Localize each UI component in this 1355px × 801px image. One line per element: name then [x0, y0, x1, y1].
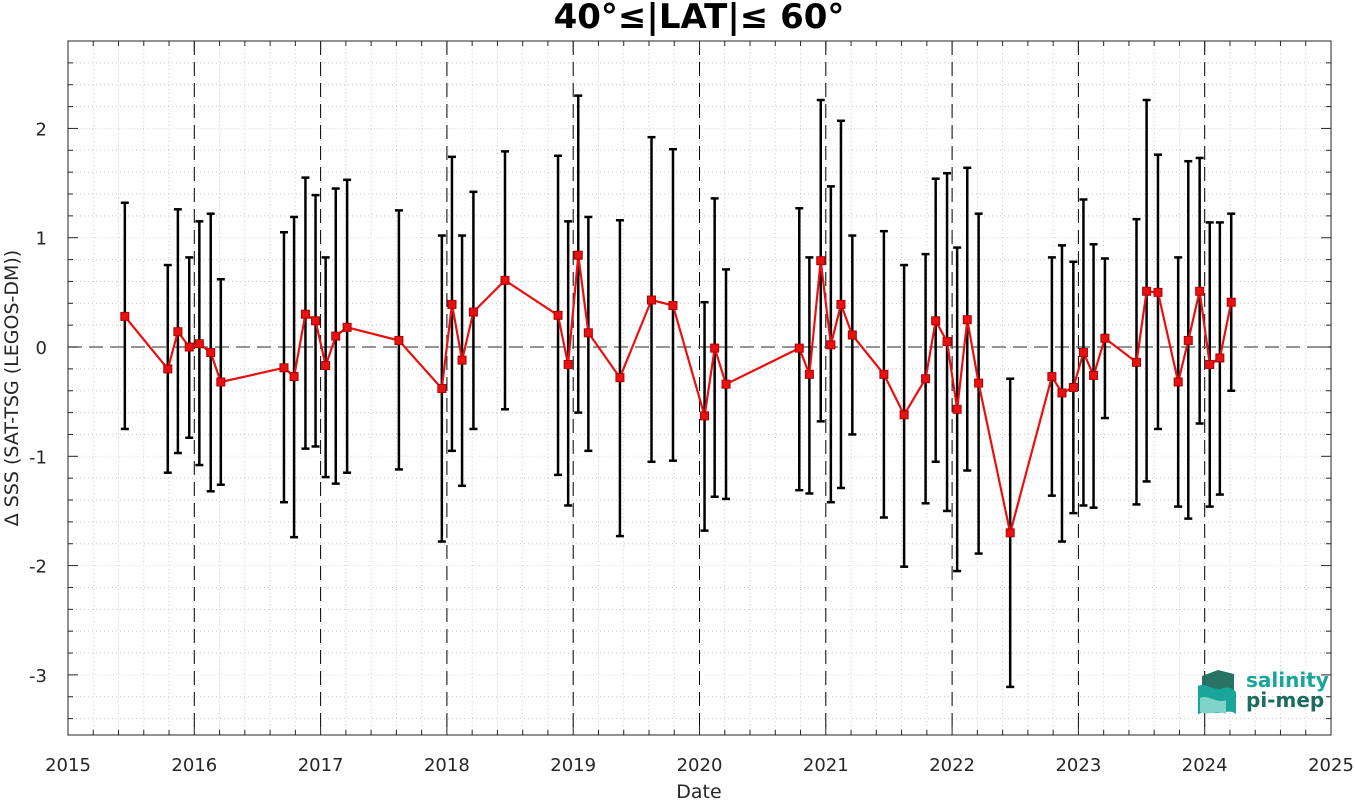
salinity-pimep-logo: salinity pi-mep: [1198, 668, 1329, 714]
data-point-marker: [816, 256, 826, 266]
data-point-marker: [163, 364, 173, 374]
x-tick-label: 2020: [677, 755, 723, 776]
data-point-marker: [1131, 357, 1141, 367]
data-point-marker: [437, 384, 447, 394]
x-tick-label: 2025: [1308, 755, 1354, 776]
data-point-marker: [668, 300, 678, 310]
data-point-marker: [847, 330, 857, 340]
x-tick-label: 2024: [1182, 755, 1228, 776]
data-point-marker: [826, 340, 836, 350]
data-point-marker: [1173, 377, 1183, 387]
logo-text-salinity: salinity: [1246, 668, 1329, 692]
data-point-marker: [974, 378, 984, 388]
y-tick-label: 0: [36, 338, 47, 359]
y-tick-label: -3: [29, 666, 47, 687]
chart-title: 40°≤|LAT|≤ 60°: [554, 0, 845, 37]
data-point-marker: [342, 322, 352, 332]
data-point-marker: [721, 379, 731, 389]
data-point-marker: [921, 374, 931, 384]
x-tick-label: 2021: [803, 755, 849, 776]
data-point-marker: [710, 343, 720, 353]
data-point-marker: [457, 355, 467, 365]
data-point-marker: [1205, 360, 1215, 370]
x-tick-labels: 2015 2016 2017 2018 2019 2020 2021 2022 2023 2024…: [45, 755, 1354, 776]
data-point-marker: [173, 327, 183, 337]
data-point-marker: [573, 250, 583, 260]
y-axis-label: Δ SSS (SAT-TSG (LEGOS-DM)): [1, 250, 23, 526]
data-point-marker: [899, 410, 909, 420]
y-tick-label: 2: [36, 119, 47, 140]
data-point-marker: [1142, 286, 1152, 296]
data-point-marker: [1183, 335, 1193, 345]
x-tick-label: 2022: [929, 755, 975, 776]
data-point-marker: [1153, 287, 1163, 297]
y-tick-labels: -3 -2 -1 0 1 2: [29, 119, 47, 686]
data-point-marker: [879, 369, 889, 379]
marker-layer: [120, 250, 1236, 538]
data-point-marker: [1068, 382, 1078, 392]
data-point-marker: [216, 377, 226, 387]
data-point-marker: [1089, 370, 1099, 380]
data-point-marker: [583, 328, 593, 338]
y-tick-label: -2: [29, 557, 47, 578]
data-point-marker: [311, 316, 321, 326]
data-point-marker: [1047, 372, 1057, 382]
data-point-marker: [563, 360, 573, 370]
data-point-marker: [394, 335, 404, 345]
plot-frame: [67, 40, 1332, 736]
data-point-marker: [500, 275, 510, 285]
data-point-marker: [931, 316, 941, 326]
data-point-marker: [289, 372, 299, 382]
data-point-marker: [836, 299, 846, 309]
x-tick-label: 2015: [45, 755, 91, 776]
errorbar-layer: [120, 94, 1236, 689]
data-point-marker: [804, 369, 814, 379]
x-tick-label: 2019: [550, 755, 596, 776]
data-point-marker: [647, 295, 657, 305]
data-point-marker: [279, 363, 289, 373]
wave-logo-icon: [1198, 670, 1236, 714]
data-point-marker: [184, 342, 194, 352]
data-point-marker: [468, 307, 478, 317]
data-point-marker: [952, 404, 962, 414]
data-point-marker: [194, 339, 204, 349]
logo-text-pimep: pi-mep: [1246, 688, 1324, 712]
data-point-marker: [700, 411, 710, 421]
x-tick-label: 2023: [1055, 755, 1101, 776]
data-point-marker: [615, 373, 625, 383]
y-tick-label: 1: [36, 229, 47, 250]
data-point-marker: [321, 361, 331, 371]
data-point-marker: [1195, 286, 1205, 296]
data-point-marker: [1215, 353, 1225, 363]
data-point-marker: [962, 315, 972, 325]
data-point-marker: [553, 310, 563, 320]
data-point-marker: [300, 309, 310, 319]
x-tick-label: 2016: [171, 755, 217, 776]
x-tick-label: 2017: [298, 755, 344, 776]
data-point-marker: [1100, 333, 1110, 343]
data-point-marker: [1078, 347, 1088, 357]
data-point-marker: [1005, 528, 1015, 538]
data-point-marker: [1226, 297, 1236, 307]
data-point-marker: [1057, 388, 1067, 398]
data-point-marker: [120, 311, 130, 321]
data-point-marker: [331, 331, 341, 341]
x-tick-label: 2018: [424, 755, 470, 776]
data-point-marker: [794, 343, 804, 353]
x-axis-label: Date: [676, 781, 721, 801]
data-point-marker: [942, 337, 952, 347]
y-tick-label: -1: [29, 447, 47, 468]
data-point-marker: [447, 299, 457, 309]
year-divider-layer: [193, 41, 1206, 735]
data-point-marker: [206, 347, 216, 357]
